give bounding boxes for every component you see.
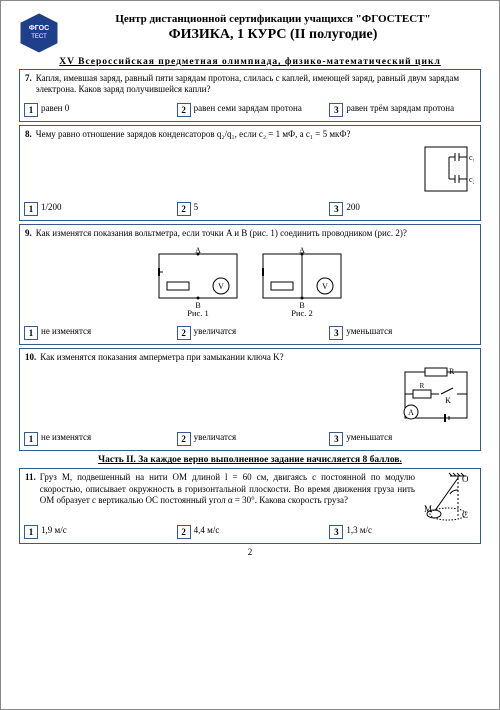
q10-opt2: увеличатся xyxy=(194,432,236,442)
q8-circuit-icon: c₁ c₂ xyxy=(419,143,474,195)
svg-text:B: B xyxy=(299,301,304,308)
q9-text: Как изменятся показания вольтметра, если… xyxy=(36,228,475,239)
svg-text:c₁: c₁ xyxy=(469,153,474,162)
logo: ФГОС ТЕСТ xyxy=(19,13,59,53)
q10-opt3: уменьшатся xyxy=(346,432,392,442)
svg-text:K: K xyxy=(445,396,451,405)
q10-opt3-box[interactable]: 3 xyxy=(329,432,343,446)
q8-opt1-box[interactable]: 1 xyxy=(24,202,38,216)
question-11: 11. Груз M, подвешенный на нити OM длино… xyxy=(19,468,481,544)
q8-opt3: 200 xyxy=(346,202,360,212)
question-9: 9. Как изменятся показания вольтметра, е… xyxy=(19,224,481,345)
q11-opt2-box[interactable]: 2 xyxy=(177,525,191,539)
svg-text:B: B xyxy=(195,301,200,308)
svg-text:C: C xyxy=(462,510,468,520)
q11-opt1-box[interactable]: 1 xyxy=(24,525,38,539)
q9-num: 9. xyxy=(25,228,32,239)
q7-opt1: равен 0 xyxy=(41,103,69,113)
q10-opt1-box[interactable]: 1 xyxy=(24,432,38,446)
svg-text:R: R xyxy=(449,367,455,376)
svg-text:M: M xyxy=(424,504,432,514)
q8-num: 8. xyxy=(25,129,32,140)
q10-opt1: не изменятся xyxy=(41,432,91,442)
q7-opt3: равен трём зарядам протона xyxy=(346,103,454,113)
q9-opt3-box[interactable]: 3 xyxy=(329,326,343,340)
q11-opt1: 1,9 м/с xyxy=(41,525,67,535)
q7-num: 7. xyxy=(25,73,32,96)
q7-opt2-box[interactable]: 2 xyxy=(177,103,191,117)
q7-opt1-box[interactable]: 1 xyxy=(24,103,38,117)
q9-opt3: уменьшатся xyxy=(346,326,392,336)
q9-fig2: A V B Рис. 2 xyxy=(257,246,347,322)
q10-circuit-icon: R R K A xyxy=(399,366,474,424)
q10-answers: 1не изменятся 2увеличатся 3уменьшатся xyxy=(20,428,480,450)
q8-opt2-box[interactable]: 2 xyxy=(177,202,191,216)
q11-opt3: 1,3 м/с xyxy=(346,525,372,535)
q7-opt3-box[interactable]: 3 xyxy=(329,103,343,117)
svg-text:V: V xyxy=(218,282,224,291)
q11-text: Груз M, подвешенный на нити OM длиной l … xyxy=(40,472,415,505)
page-header: ФГОС ТЕСТ Центр дистанционной сертификац… xyxy=(19,13,481,53)
q8-opt1: 1/200 xyxy=(41,202,62,212)
q9-opt2-box[interactable]: 2 xyxy=(177,326,191,340)
q8-answers: 11/200 25 3200 xyxy=(20,198,480,220)
olympiad-title: XV Всероссийская предметная олимпиада, ф… xyxy=(19,57,481,67)
q9-opt2: увеличатся xyxy=(194,326,236,336)
question-7: 7. Капля, имевшая заряд, равный пяти зар… xyxy=(19,69,481,122)
svg-text:c₂: c₂ xyxy=(469,175,474,184)
page-number: 2 xyxy=(19,547,481,557)
q8-text: Чему равно отношение зарядов конденсатор… xyxy=(36,129,475,140)
q11-num: 11. xyxy=(25,472,36,506)
q7-opt2: равен семи зарядам протона xyxy=(194,103,302,113)
svg-text:ФГОС: ФГОС xyxy=(29,25,49,32)
q9-opt1-box[interactable]: 1 xyxy=(24,326,38,340)
q11-answers: 11,9 м/с 24,4 м/с 31,3 м/с xyxy=(20,521,480,543)
q7-text: Капля, имевшая заряд, равный пяти заряда… xyxy=(36,73,475,96)
q8-opt2: 5 xyxy=(194,202,199,212)
q11-diagram-icon: O C M xyxy=(420,472,475,527)
question-8: 8. Чему равно отношение зарядов конденса… xyxy=(19,125,481,221)
svg-text:R: R xyxy=(420,382,425,390)
svg-text:ТЕСТ: ТЕСТ xyxy=(31,34,47,40)
q11-opt3-box[interactable]: 3 xyxy=(329,525,343,539)
question-10: 10. Как изменятся показания амперметра п… xyxy=(19,348,481,451)
svg-text:A: A xyxy=(408,408,414,417)
q11-opt2: 4,4 м/с xyxy=(194,525,220,535)
q10-text: Как изменятся показания амперметра при з… xyxy=(40,352,475,363)
svg-text:V: V xyxy=(322,282,328,291)
q9-fig1: A V B Рис. 1 xyxy=(153,246,243,322)
q9-answers: 1не изменятся 2увеличатся 3уменьшатся xyxy=(20,322,480,344)
q9-opt1: не изменятся xyxy=(41,326,91,336)
part2-title: Часть II. За каждое верно выполненное за… xyxy=(19,455,481,465)
org-title: Центр дистанционной сертификации учащихс… xyxy=(65,13,481,25)
q10-opt2-box[interactable]: 2 xyxy=(177,432,191,446)
q7-answers: 1равен 0 2равен семи зарядам протона 3ра… xyxy=(20,99,480,121)
q10-num: 10. xyxy=(25,352,36,363)
q8-opt3-box[interactable]: 3 xyxy=(329,202,343,216)
subject-title: ФИЗИКА, 1 КУРС (II полугодие) xyxy=(65,27,481,43)
